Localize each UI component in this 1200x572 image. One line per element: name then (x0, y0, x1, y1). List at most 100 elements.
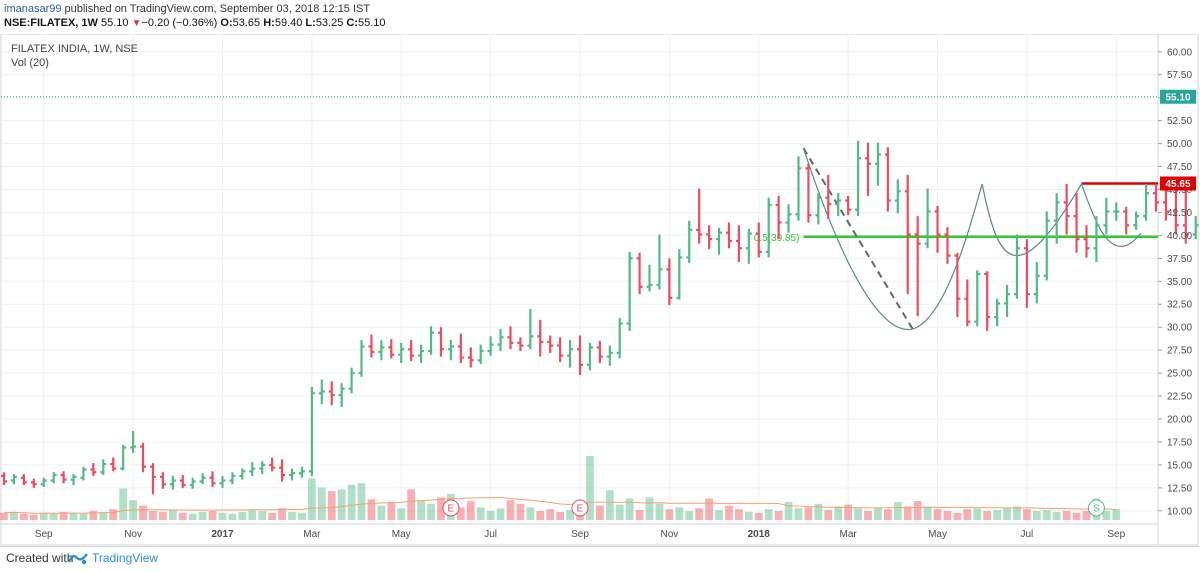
volume-bar (1102, 510, 1111, 520)
ohlc-bar (189, 477, 196, 489)
ohlc-bar (1093, 216, 1100, 263)
open-value: 53.65 (232, 17, 261, 29)
price-tick-label: 25.00 (1167, 369, 1192, 380)
volume-bar (367, 499, 376, 520)
event-marker[interactable] (571, 499, 589, 517)
volume-bar (824, 510, 833, 520)
ohlc-bar (1182, 188, 1189, 244)
ohlc-bar (537, 319, 544, 357)
volume-bar (735, 509, 743, 520)
ohlc-bar (10, 474, 17, 485)
ohlc-bar (596, 340, 603, 364)
volume-bar (943, 510, 952, 520)
ohlc-bars (1, 140, 1199, 495)
ohlc-bar (229, 472, 236, 485)
ohlc-bar (60, 471, 67, 484)
ohlc-bar (1153, 183, 1159, 212)
ohlc-bar (765, 197, 772, 258)
ohlc-bar (378, 340, 385, 361)
ohlc-bar (1113, 202, 1120, 221)
volume-bar (933, 509, 942, 520)
volume-bar (1072, 512, 1081, 520)
volume-bar (228, 513, 237, 520)
event-marker[interactable] (1087, 499, 1105, 517)
volume-bar (695, 508, 704, 520)
volume-bar (566, 510, 574, 520)
volume-bar (764, 509, 773, 520)
volume-bar (864, 510, 872, 520)
ohlc-bar (50, 472, 57, 484)
volume-bar (208, 510, 217, 520)
volume-bar (1042, 510, 1051, 520)
volume-bar (705, 498, 713, 520)
ohlc-bar (616, 318, 623, 359)
ohlc-bar (755, 222, 762, 258)
ohlc-bar (517, 337, 524, 352)
price-chart[interactable]: EES 0.5(39.85) 60.0057.5055.0052.5050.00… (0, 34, 1200, 546)
ohlc-bar (199, 473, 206, 485)
price-tag-label: 55.10 (1165, 92, 1190, 103)
ohlc-bar (467, 347, 474, 368)
ohlc-bar (338, 383, 345, 408)
ohlc-bar (408, 340, 415, 362)
price-tick-label: 42.50 (1167, 208, 1192, 219)
volume-bar (913, 501, 922, 520)
ohlc-bar (428, 326, 435, 355)
volume-bar (109, 509, 118, 520)
ohlc-bar (318, 379, 325, 405)
event-marker[interactable] (442, 499, 460, 517)
author-name[interactable]: imanasar99 (4, 3, 62, 15)
volume-bar (59, 511, 68, 520)
ohlc-bar (1172, 188, 1179, 235)
volume-bar (417, 500, 425, 520)
ohlc-bar (368, 334, 375, 358)
volume-bar (486, 510, 495, 520)
volume-bar (337, 489, 346, 520)
price-tick-label: 57.50 (1167, 70, 1192, 81)
time-tick-label: May (392, 529, 411, 540)
ohlc-bar (894, 179, 901, 214)
time-tick-label: Nov (660, 529, 678, 540)
volume-bar (149, 510, 157, 520)
volume-bar (437, 497, 445, 520)
ohlc-bar (298, 466, 305, 478)
ohlc-bar (845, 195, 852, 216)
created-with-text: Created with (6, 551, 74, 565)
volume-bar (49, 513, 58, 520)
ohlc-bar (904, 174, 911, 295)
volume-bar (963, 509, 972, 520)
volume-bar (725, 505, 733, 520)
time-tick-label: Sep (571, 529, 589, 540)
volume-bar (1023, 509, 1031, 520)
ohlc-bar (1123, 206, 1130, 235)
ohlc-bar (606, 345, 613, 366)
price-tag-label: 45.65 (1165, 179, 1190, 190)
volume-bars (0, 456, 1121, 520)
ohlc-bar (874, 142, 881, 186)
ohlc-bar (487, 336, 494, 356)
ohlc-bar (855, 140, 862, 217)
symbol-ohlc-line: NSE:FILATEX, 1W 55.10 ▼−0.20 (−0.36%) O:… (4, 17, 386, 29)
ohlc-bar (1, 472, 7, 486)
tradingview-brand[interactable]: TradingView (92, 551, 159, 565)
price-tick-label: 32.50 (1167, 300, 1192, 311)
ohlc-bar (547, 335, 554, 353)
ohlc-bar (289, 468, 295, 481)
volume-bar (635, 510, 644, 520)
ohlc-bar (716, 228, 723, 255)
event-marker-label: E (577, 504, 584, 515)
ohlc-bar (954, 252, 961, 318)
volume-bar (99, 511, 108, 520)
price-tick-label: 35.00 (1167, 277, 1192, 288)
cup-pattern-curve[interactable] (802, 147, 983, 330)
time-tick-label: 2017 (211, 529, 234, 540)
ohlc-bar (259, 461, 266, 475)
handle-pattern-curve-2[interactable] (1080, 183, 1142, 248)
ohlc-bar (169, 475, 176, 490)
ohlc-bar (457, 333, 464, 364)
tradingview-logo-icon (68, 553, 88, 565)
low-value: 53.25 (315, 17, 344, 29)
ohlc-bar (914, 216, 921, 317)
volume-bar (665, 509, 674, 520)
price-tick-label: 50.00 (1167, 139, 1192, 150)
